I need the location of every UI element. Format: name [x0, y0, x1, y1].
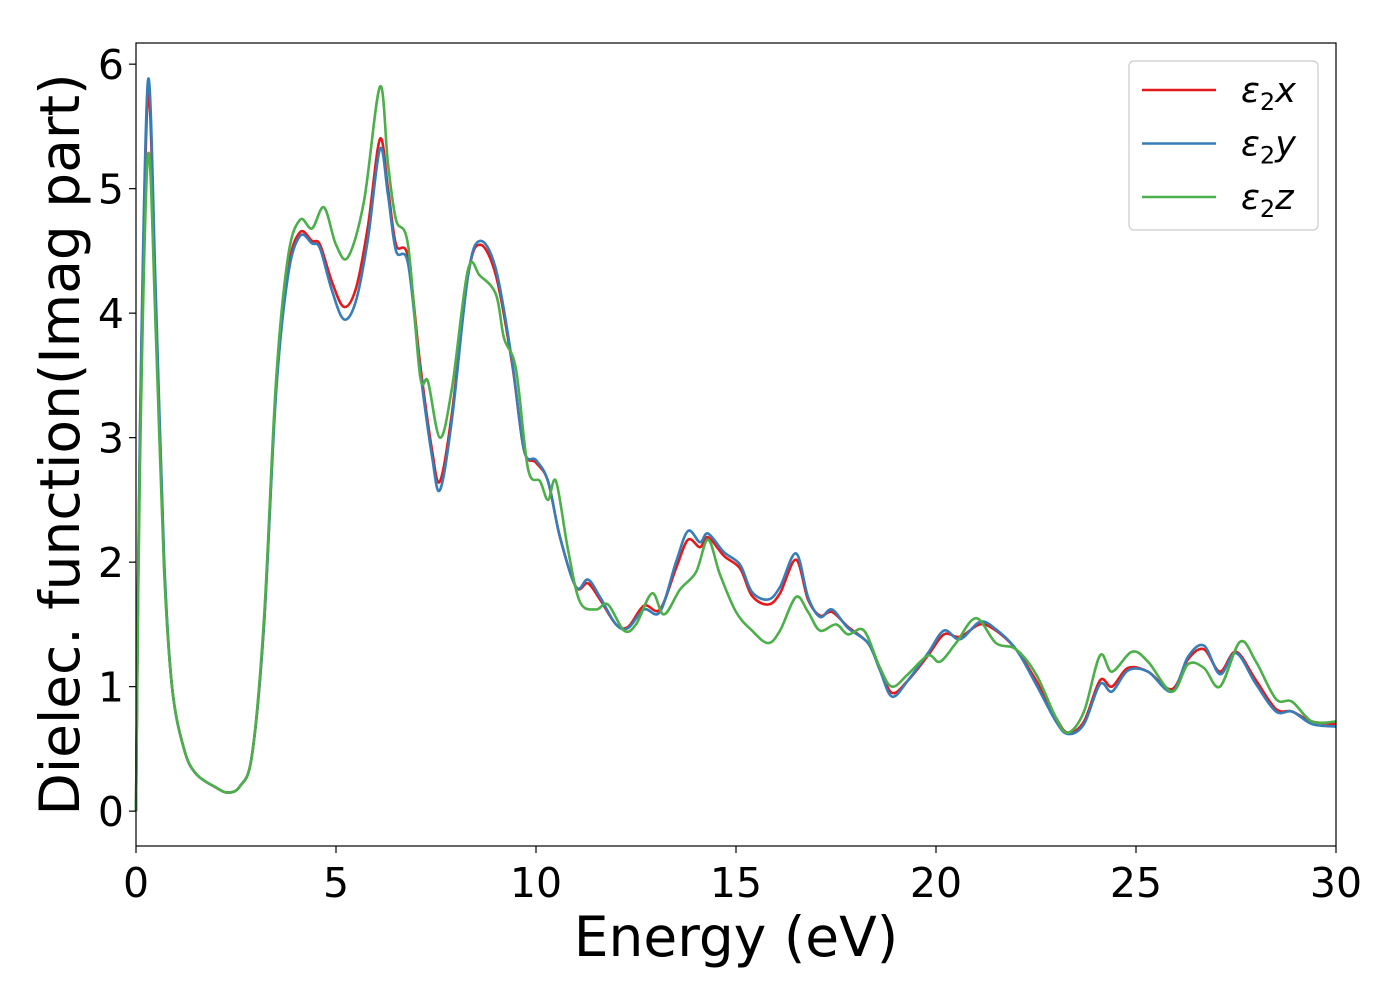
x-axis: 0 5 10 15 20 25 30 [123, 846, 1362, 907]
x-tick-label: 0 [123, 859, 149, 907]
legend-box [1128, 60, 1319, 231]
y-tick-label: 1 [98, 664, 124, 712]
x-tick-label: 20 [910, 859, 962, 907]
y-tick-label: 4 [98, 290, 124, 338]
x-tick-label: 5 [323, 859, 349, 907]
x-tick-label: 25 [1110, 859, 1162, 907]
y-tick-label: 5 [98, 166, 124, 214]
y-axis-label: Dielec. function(Imag part) [28, 73, 92, 815]
x-tick-label: 10 [510, 859, 562, 907]
x-tick-label: 15 [710, 859, 762, 907]
x-tick-label: 30 [1310, 859, 1362, 907]
y-tick-label: 3 [98, 415, 124, 463]
series-line-3 [134, 85, 1337, 812]
y-tick-label: 2 [98, 539, 124, 587]
y-tick-label: 6 [98, 41, 124, 89]
plot-area [134, 77, 1337, 812]
y-axis: 0 1 2 3 4 5 6 [98, 41, 136, 836]
x-axis-label: Energy (eV) [574, 905, 898, 969]
y-tick-label: 0 [98, 788, 124, 836]
